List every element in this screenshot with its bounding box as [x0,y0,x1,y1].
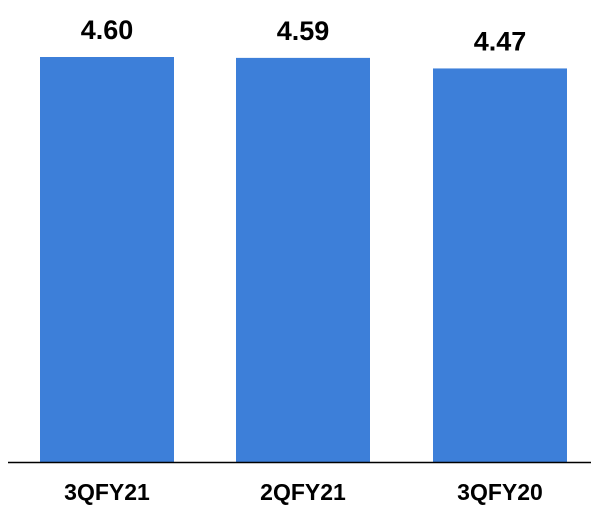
x-tick-label-3qfy21: 3QFY21 [64,479,150,505]
x-tick-label-2qfy21: 2QFY21 [260,479,346,505]
data-label-3qfy20: 4.47 [474,26,527,56]
bar-3qfy21 [40,57,174,462]
x-tick-label-3qfy20: 3QFY20 [457,479,543,505]
data-label-2qfy21: 4.59 [277,16,330,46]
x-tick-labels-layer: 3QFY21 2QFY21 3QFY20 [64,479,543,505]
value-labels-layer: 4.60 4.59 4.47 [81,15,527,56]
bar-3qfy20 [433,68,567,463]
bars-layer [40,57,567,463]
data-label-3qfy21: 4.60 [81,15,134,45]
bar-2qfy21 [236,57,370,463]
